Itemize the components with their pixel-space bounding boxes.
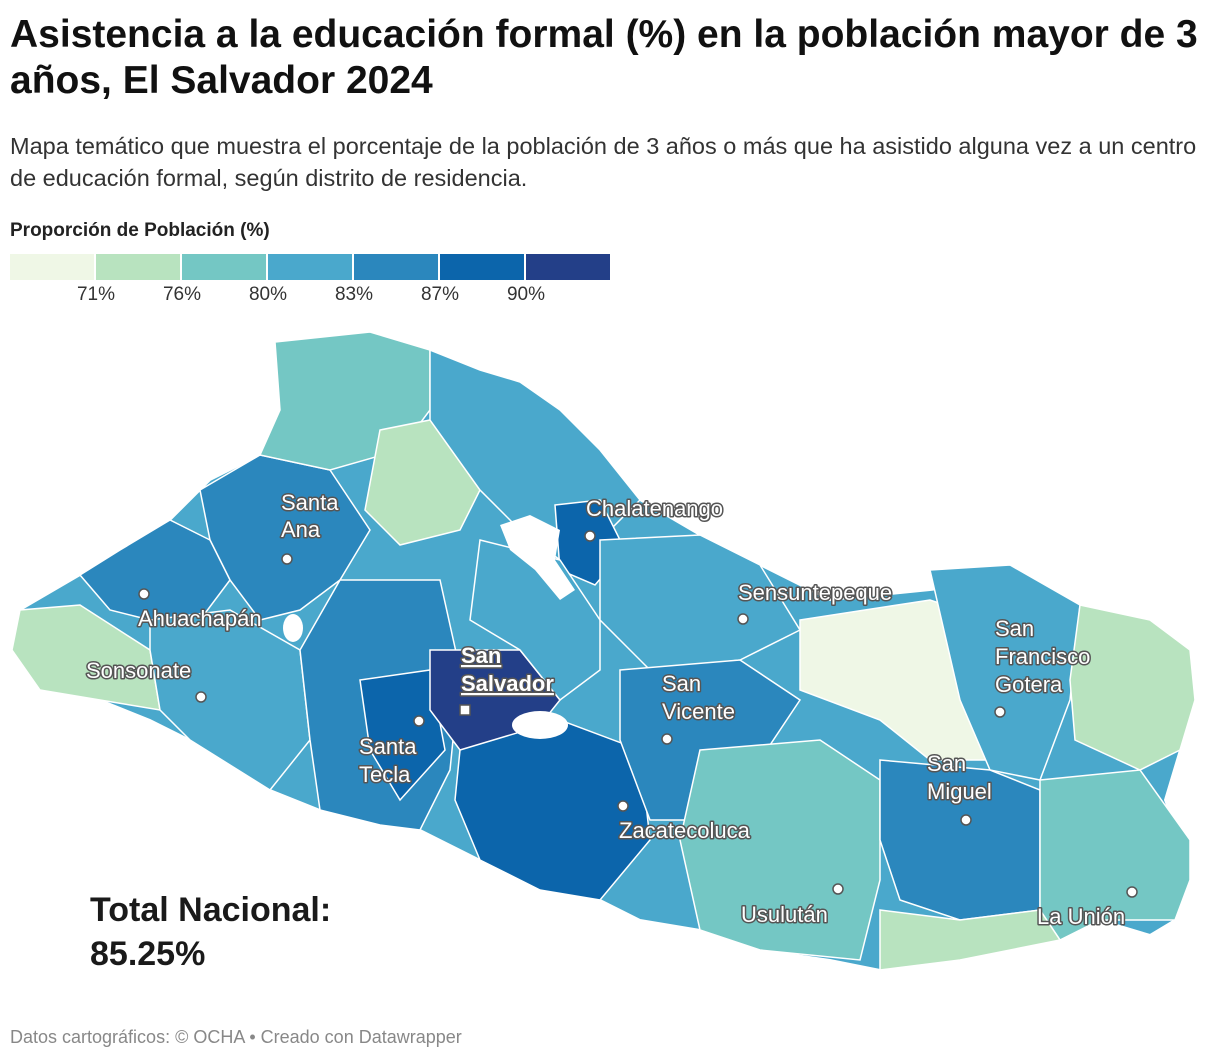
- legend-tick-label: 83%: [334, 284, 374, 305]
- legend-tick-label: 87%: [420, 284, 460, 305]
- legend-tick-label: 90%: [506, 284, 546, 305]
- region-la-union-green: [1069, 604, 1196, 771]
- city-marker[interactable]: [138, 588, 150, 600]
- lake-ilopango: [512, 711, 568, 739]
- region-santa-tecla-dark: [359, 669, 446, 802]
- chart-subtitle: Mapa temático que muestra el porcentaje …: [10, 133, 1197, 191]
- region-ahuachapan: [78, 519, 231, 621]
- city-marker[interactable]: [195, 691, 207, 703]
- legend-swatch-2: [96, 254, 180, 280]
- legend-tick-label: 80%: [248, 284, 288, 305]
- national-total: Total Nacional: 85.25%: [90, 888, 331, 976]
- region-sonsonate: [149, 609, 311, 791]
- footer-credits: Datos cartográficos: © OCHA • Creado con…: [10, 1027, 462, 1047]
- city-marker[interactable]: [661, 733, 673, 745]
- national-total-value: 85.25%: [90, 935, 206, 973]
- lake-coatepeque: [283, 614, 303, 642]
- city-label-sonsonate: Sonsonate: [86, 658, 191, 683]
- region-la-paz: [454, 719, 651, 901]
- choropleth-map[interactable]: Santa Ana Ahuachapán Sonsonate Chalatenan…: [0, 320, 1220, 1000]
- legend-swatch-7: [526, 254, 610, 280]
- city-label-santa-tecla: Santa Tecla: [359, 734, 417, 787]
- legend-swatch-3: [182, 254, 266, 280]
- reservoir-cerron-grande: [500, 515, 575, 600]
- legend-swatch-4: [268, 254, 352, 280]
- city-label-ahuachapan: Ahuachapán: [138, 606, 262, 631]
- legend-title: Proporción de Población (%): [10, 220, 270, 241]
- city-marker[interactable]: [960, 814, 972, 826]
- legend-tick-label: 71%: [76, 284, 116, 305]
- national-total-label: Total Nacional:: [90, 891, 332, 929]
- legend-color-scale: [10, 254, 612, 280]
- city-marker[interactable]: [832, 883, 844, 895]
- city-marker[interactable]: [737, 613, 749, 625]
- city-label-sensuntepeque: Sensuntepeque: [738, 580, 892, 605]
- city-marker[interactable]: [617, 800, 629, 812]
- capital-marker[interactable]: [459, 704, 471, 716]
- region-south-east-green: [879, 909, 1062, 971]
- city-marker[interactable]: [1126, 886, 1138, 898]
- city-label-san-miguel: San Miguel: [927, 751, 992, 804]
- region-usulutan: [679, 739, 881, 961]
- city-marker[interactable]: [413, 715, 425, 727]
- city-label-santa-ana: Santa Ana: [281, 490, 339, 542]
- city-label-la-union: La Unión: [1037, 904, 1125, 929]
- legend-tick-label: 76%: [162, 284, 202, 305]
- legend-swatch-1: [10, 254, 94, 280]
- city-label-zacatecoluca: Zacatecoluca: [619, 818, 751, 843]
- legend-swatch-5: [354, 254, 438, 280]
- legend-ticks: 71% 76% 80% 83% 87% 90%: [10, 284, 620, 314]
- city-label-san-francisco-gotera: San Francisco Gotera: [995, 616, 1090, 697]
- city-marker[interactable]: [584, 530, 596, 542]
- region-cabanas: [599, 534, 802, 671]
- region-morazan: [929, 564, 1081, 781]
- legend-swatch-6: [440, 254, 524, 280]
- chart-title: Asistencia a la educación formal (%) en …: [10, 13, 1198, 102]
- city-label-san-salvador: San Salvador: [461, 643, 554, 696]
- city-marker[interactable]: [994, 706, 1006, 718]
- city-marker[interactable]: [281, 553, 293, 565]
- city-label-usulutan: Usulután: [741, 902, 828, 927]
- city-label-san-vicente: San Vicente: [662, 671, 735, 724]
- city-label-chalatenango: Chalatenango: [586, 496, 723, 521]
